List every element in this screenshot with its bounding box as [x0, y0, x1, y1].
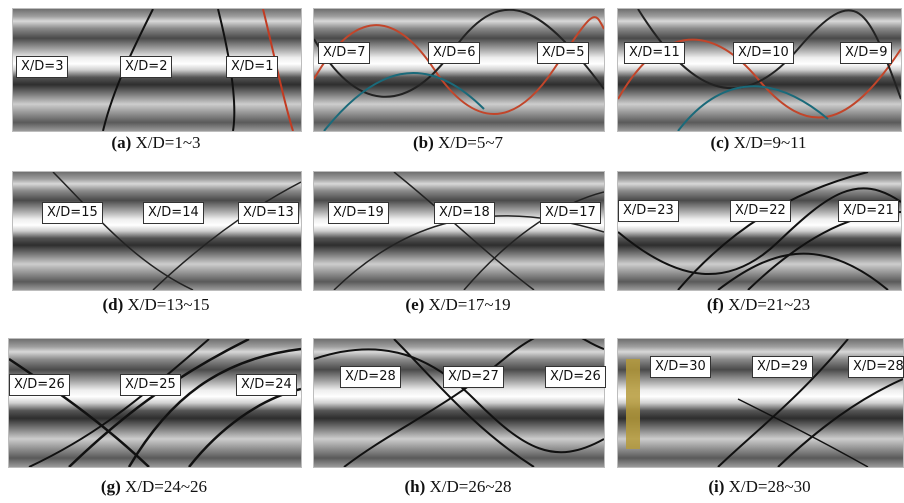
station-label: X/D=13 [238, 202, 299, 224]
caption-b: (b) X/D=5~7 [412, 133, 504, 152]
station-label: X/D=21 [838, 200, 899, 222]
photo-h [313, 338, 605, 468]
photo-g [8, 338, 302, 468]
photo-b [313, 8, 605, 132]
swirl-strands-i [626, 339, 903, 467]
station-label: X/D=24 [236, 374, 297, 396]
station-label: X/D=27 [443, 366, 504, 388]
station-label: X/D=23 [618, 200, 679, 222]
station-label: X/D=28 [340, 366, 401, 388]
swirl-strands-b [314, 9, 604, 131]
station-label: X/D=5 [537, 42, 590, 64]
photo-d [12, 171, 302, 291]
station-label: X/D=9 [840, 42, 893, 64]
station-label: X/D=7 [318, 42, 371, 64]
station-label: X/D=14 [143, 202, 204, 224]
station-label: X/D=29 [752, 356, 813, 378]
caption-e: (e) X/D=17~19 [405, 295, 511, 314]
station-label: X/D=15 [42, 202, 103, 224]
photo-f [617, 171, 902, 291]
station-label: X/D=18 [434, 202, 495, 224]
swirl-strands-d [52, 172, 301, 290]
swirl-strands-f [618, 172, 901, 290]
caption-c: (c) X/D=9~11 [710, 133, 807, 152]
station-label: X/D=28 [848, 356, 904, 378]
swirl-strands-h [314, 339, 604, 467]
swirl-strands-g [9, 339, 301, 467]
station-label: X/D=11 [624, 42, 685, 64]
station-label: X/D=2 [120, 56, 173, 78]
station-label: X/D=3 [16, 56, 69, 78]
swirl-strands-c [618, 9, 901, 131]
photo-c [617, 8, 902, 132]
caption-g: (g) X/D=24~26 [100, 477, 208, 496]
caption-f: (f) X/D=21~23 [706, 295, 811, 314]
station-label: X/D=17 [540, 202, 601, 224]
station-label: X/D=1 [226, 56, 279, 78]
station-label: X/D=26 [9, 374, 70, 396]
photo-e [313, 171, 605, 291]
swirl-strands-e [333, 172, 604, 290]
caption-i: (i) X/D=28~30 [708, 477, 811, 496]
station-label: X/D=10 [733, 42, 794, 64]
station-label: X/D=30 [650, 356, 711, 378]
station-label: X/D=25 [120, 374, 181, 396]
caption-h: (h) X/D=26~28 [404, 477, 512, 496]
station-label: X/D=6 [428, 42, 481, 64]
caption-d: (d) X/D=13~15 [102, 295, 210, 314]
station-label: X/D=22 [730, 200, 791, 222]
station-label: X/D=19 [328, 202, 389, 224]
station-label: X/D=26 [545, 366, 606, 388]
caption-a: (a) X/D=1~3 [111, 133, 201, 152]
